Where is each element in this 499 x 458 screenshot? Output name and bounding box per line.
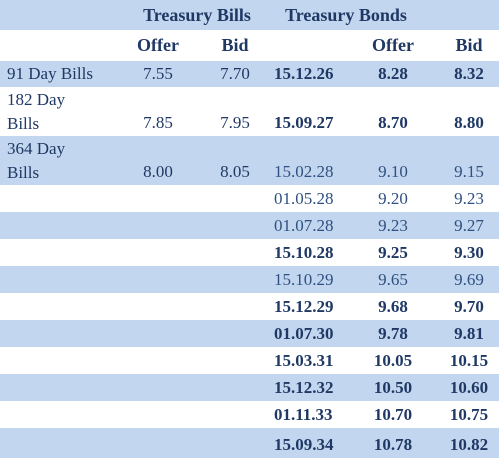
group-header: Treasury Bonds	[285, 5, 407, 25]
bond-date: 01.11.33	[274, 405, 333, 424]
bond-offer: 10.78	[373, 435, 413, 454]
bond-bid: 9.81	[454, 324, 484, 343]
table-row: 15.12.29 9.68 9.70	[0, 293, 499, 320]
bill-offer: 7.55	[143, 64, 173, 83]
bill-offer: 7.85	[143, 113, 173, 132]
column-header: Offer	[372, 35, 414, 55]
header-row: Treasury Bills Treasury Bonds	[0, 0, 499, 30]
bond-date: 15.12.29	[274, 297, 334, 316]
table-row: 182 Day Bills 7.85 7.95 15.09.27 8.70 8.80	[0, 87, 499, 136]
bond-offer: 9.78	[378, 324, 408, 343]
bond-bid: 9.15	[454, 162, 484, 181]
bond-offer: 9.20	[378, 189, 408, 208]
table-row: 01.07.28 9.23 9.27	[0, 212, 499, 239]
bond-offer: 8.70	[378, 113, 408, 132]
bond-bid: 8.80	[454, 113, 484, 132]
bond-date: 15.09.34	[274, 435, 334, 454]
bond-offer: 10.70	[373, 405, 413, 424]
column-header-row: Offer Bid Offer Bid	[0, 30, 499, 61]
bond-bid: 9.30	[454, 243, 484, 262]
bond-date: 15.09.27	[274, 113, 334, 132]
bond-bid: 9.69	[454, 270, 484, 289]
bill-bid: 7.70	[220, 64, 250, 83]
table-row: 15.10.29 9.65 9.69	[0, 266, 499, 293]
bond-offer: 9.23	[378, 216, 408, 235]
table-row: 15.10.28 9.25 9.30	[0, 239, 499, 266]
bond-date: 01.07.30	[274, 324, 334, 343]
table-row: 91 Day Bills 7.55 7.70 15.12.26 8.28 8.32	[0, 61, 499, 87]
bond-bid: 9.70	[454, 297, 484, 316]
bill-name: 91 Day Bills	[7, 64, 93, 83]
table-row: 15.09.34 10.78 10.82	[0, 428, 499, 458]
group-header: Treasury Bills	[143, 5, 251, 25]
bond-bid: 10.15	[449, 351, 489, 370]
bond-offer: 9.25	[378, 243, 408, 262]
bond-date: 15.02.28	[274, 162, 334, 181]
bond-bid: 10.60	[449, 378, 489, 397]
bond-bid: 9.23	[454, 189, 484, 208]
column-header: Offer	[137, 35, 179, 55]
bond-bid: 8.32	[454, 64, 484, 83]
table-row: 01.11.33 10.70 10.75	[0, 401, 499, 428]
bill-bid: 8.05	[220, 162, 250, 181]
bond-offer: 8.28	[378, 64, 408, 83]
bond-bid: 9.27	[454, 216, 484, 235]
bond-date: 01.05.28	[274, 189, 334, 208]
bond-date: 15.03.31	[274, 351, 334, 370]
bond-bid: 10.75	[449, 405, 489, 424]
bond-date: 01.07.28	[274, 216, 334, 235]
bond-date: 15.12.32	[274, 378, 334, 397]
bill-name: 364 Day Bills	[7, 139, 66, 182]
table-row: 15.03.31 10.05 10.15	[0, 347, 499, 374]
bond-offer: 10.50	[373, 378, 413, 397]
bond-offer: 10.05	[373, 351, 413, 370]
bond-bid: 10.82	[449, 435, 489, 454]
bond-date: 15.12.26	[274, 64, 334, 83]
table-row: 364 Day Bills 8.00 8.05 15.02.28 9.10 9.15	[0, 136, 499, 185]
bond-date: 15.10.29	[274, 270, 334, 289]
column-header: Bid	[221, 35, 249, 55]
bond-date: 15.10.28	[274, 243, 334, 262]
table-row: 01.05.28 9.20 9.23	[0, 185, 499, 212]
bond-offer: 9.65	[378, 270, 408, 289]
bond-offer: 9.68	[378, 297, 408, 316]
bill-offer: 8.00	[143, 162, 173, 181]
bill-bid: 7.95	[220, 113, 250, 132]
column-header: Bid	[455, 35, 483, 55]
bond-offer: 9.10	[378, 162, 408, 181]
table-row: 15.12.32 10.50 10.60	[0, 374, 499, 401]
bill-name: 182 Day Bills	[7, 90, 66, 133]
table-row: 01.07.30 9.78 9.81	[0, 320, 499, 347]
